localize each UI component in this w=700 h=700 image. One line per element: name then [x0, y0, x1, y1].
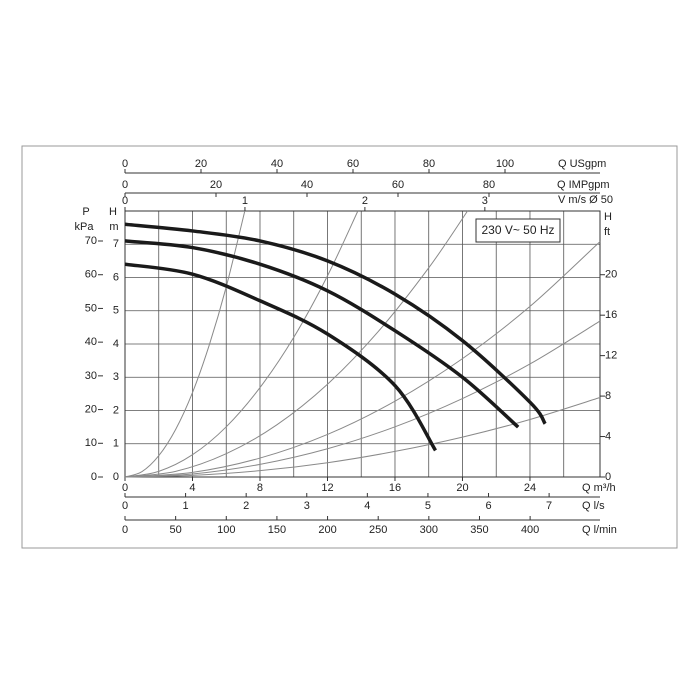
x-axis-label: Q m³/h [582, 482, 616, 494]
usgpm-tick-label: 20 [195, 158, 207, 170]
usgpm-tick-label: 60 [347, 158, 359, 170]
ft-tick-label: 8 [605, 390, 611, 402]
system-curve [124, 397, 601, 478]
lmin-tick-label: 150 [268, 524, 286, 536]
lmin-tick-label: 200 [318, 524, 336, 536]
y-tick-label: 3 [113, 371, 119, 383]
ls-tick-label: 3 [304, 500, 310, 512]
x-tick-label: 24 [524, 482, 536, 494]
impgpm-tick-label: 40 [301, 179, 313, 191]
lmin-tick-label: 100 [217, 524, 235, 536]
ft-tick-label: 4 [605, 430, 611, 442]
impgpm-label: Q IMPgpm [557, 179, 610, 191]
x-tick-label: 16 [389, 482, 401, 494]
usgpm-tick-label: 40 [271, 158, 283, 170]
lmin-tick-label: 400 [521, 524, 539, 536]
impgpm-tick-label: 0 [122, 179, 128, 191]
ls-tick-label: 4 [364, 500, 370, 512]
ls-tick-label: 1 [183, 500, 189, 512]
y-tick-label: 1 [113, 438, 119, 450]
ls-tick-label: 2 [243, 500, 249, 512]
system-curve [124, 210, 468, 478]
usgpm-tick-label: 0 [122, 158, 128, 170]
velocity-tick-label: 0 [122, 195, 128, 207]
annotation-box [475, 218, 561, 243]
ft-tick-label: 12 [605, 350, 617, 362]
p-tick-label: 30 [85, 370, 97, 382]
usgpm-tick-label: 80 [423, 158, 435, 170]
p-axis-unit: kPa [75, 221, 95, 233]
ft-axis-label: H [604, 211, 612, 223]
lmin-tick-label: 350 [470, 524, 488, 536]
y-tick-label: 0 [113, 471, 119, 483]
y-tick-label: 5 [113, 305, 119, 317]
x-tick-label: 4 [189, 482, 195, 494]
lmin-tick-label: 300 [420, 524, 438, 536]
p-tick-label: 60 [85, 269, 97, 281]
impgpm-tick-label: 80 [483, 179, 495, 191]
x-tick-label: 8 [257, 482, 263, 494]
system-curve [124, 320, 601, 478]
p-tick-label: 50 [85, 302, 97, 314]
x-tick-label: 20 [456, 482, 468, 494]
ls-tick-label: 7 [546, 500, 552, 512]
y-tick-label: 7 [113, 238, 119, 250]
velocity-label: V m/s Ø 50 [558, 194, 613, 206]
velocity-tick-label: 2 [362, 195, 368, 207]
velocity-tick-label: 3 [482, 195, 488, 207]
system-curve [124, 210, 359, 478]
pump-curve [124, 222, 547, 425]
impgpm-tick-label: 60 [392, 179, 404, 191]
p-axis-label: P [82, 206, 89, 218]
ft-tick-label: 16 [605, 309, 617, 321]
velocity-tick-label: 1 [242, 195, 248, 207]
frame [21, 145, 678, 549]
usgpm-tick-label: 100 [496, 158, 514, 170]
ls-tick-label: 5 [425, 500, 431, 512]
p-tick-label: 40 [85, 336, 97, 348]
p-tick-label: 10 [85, 437, 97, 449]
pump-curve [124, 262, 437, 452]
lmin-tick-label: 50 [170, 524, 182, 536]
ft-tick-label: 0 [605, 471, 611, 483]
impgpm-tick-label: 20 [210, 179, 222, 191]
p-tick-label: 20 [85, 403, 97, 415]
ft-axis-unit: ft [604, 226, 610, 238]
y-tick-label: 2 [113, 404, 119, 416]
x-tick-label: 0 [122, 482, 128, 494]
usgpm-label: Q USgpm [558, 158, 606, 170]
system-curve [124, 241, 601, 478]
pump-curve [124, 239, 520, 429]
lmin-label: Q l/min [582, 524, 617, 536]
ls-tick-label: 6 [485, 500, 491, 512]
y-axis-unit: m [109, 221, 118, 233]
annotation: 230 V~ 50 Hz [481, 223, 554, 237]
lmin-tick-label: 250 [369, 524, 387, 536]
ls-tick-label: 0 [122, 500, 128, 512]
y-tick-label: 4 [113, 338, 119, 350]
p-tick-label: 0 [91, 471, 97, 483]
y-tick-label: 6 [113, 271, 119, 283]
ft-tick-label: 20 [605, 269, 617, 281]
y-axis-label: H [109, 206, 117, 218]
lmin-tick-label: 0 [122, 524, 128, 536]
x-tick-label: 12 [321, 482, 333, 494]
ls-label: Q l/s [582, 500, 605, 512]
p-tick-label: 70 [85, 235, 97, 247]
